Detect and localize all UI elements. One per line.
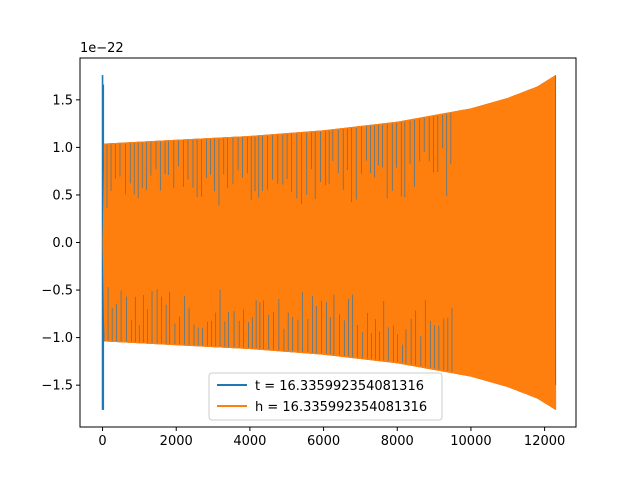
y-tick-label: 1.5 — [52, 93, 73, 108]
y-axis: −1.5 −1.0 −0.5 0.0 0.5 1.0 1.5 — [41, 93, 80, 394]
legend: t = 16.335992354081316 h = 16.3359923540… — [208, 372, 443, 421]
y-tick-label: −1.5 — [41, 379, 73, 394]
plot-area — [101, 75, 557, 410]
y-tick-label: 0.5 — [52, 188, 73, 203]
series-h-line — [103, 75, 557, 410]
x-tick-label: 8000 — [381, 434, 414, 449]
y-tick-label: 0.0 — [52, 236, 73, 251]
x-axis: 0 2000 4000 6000 8000 10000 12000 — [98, 427, 565, 449]
legend-label-t: t = 16.335992354081316 — [255, 379, 424, 394]
x-tick-label: 12000 — [524, 434, 565, 449]
x-tick-label: 4000 — [233, 434, 266, 449]
x-tick-label: 0 — [98, 434, 106, 449]
y-axis-offset-label: 1e−22 — [80, 41, 124, 56]
y-tick-label: 1.0 — [52, 141, 73, 156]
y-tick-label: −0.5 — [41, 284, 73, 299]
series-t-gaps — [106, 113, 453, 372]
y-tick-label: −1.0 — [41, 331, 73, 346]
x-tick-label: 2000 — [160, 434, 193, 449]
legend-label-h: h = 16.335992354081316 — [255, 400, 427, 415]
legend-box — [208, 372, 443, 421]
x-tick-label: 10000 — [450, 434, 491, 449]
x-tick-label: 6000 — [307, 434, 340, 449]
